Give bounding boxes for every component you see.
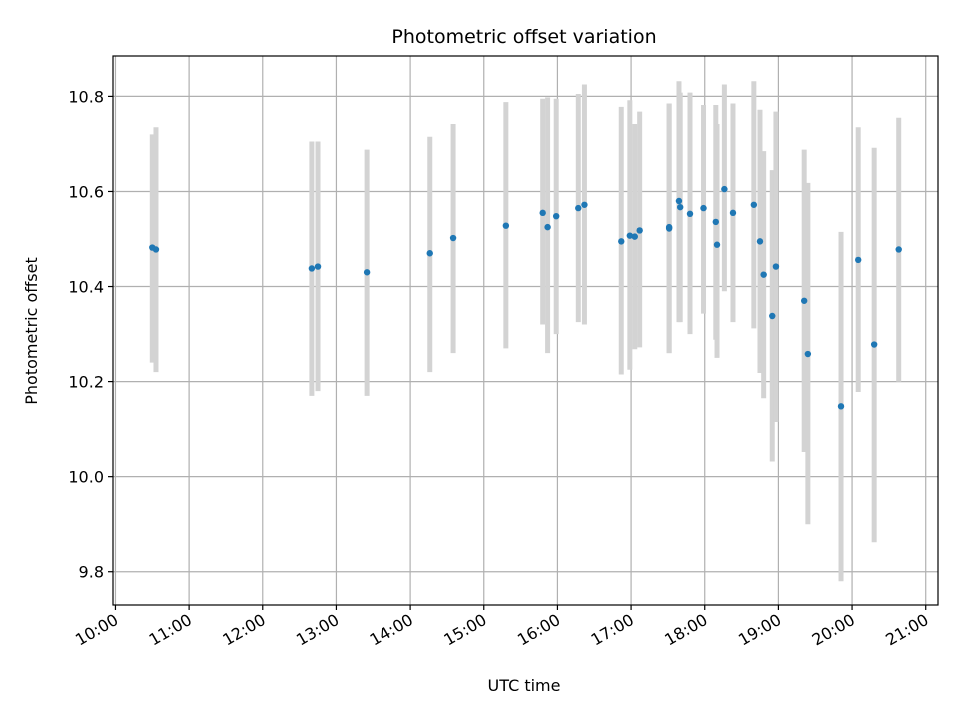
- data-point: [152, 246, 160, 253]
- data-point: [855, 256, 862, 264]
- data-point: [895, 246, 902, 253]
- data-point: [618, 238, 625, 245]
- data-point: [769, 312, 776, 320]
- data-point: [636, 227, 643, 234]
- data-point: [544, 223, 551, 231]
- data-points: [149, 185, 902, 410]
- data-point: [700, 204, 707, 212]
- data-point: [800, 297, 808, 304]
- data-point: [675, 197, 683, 205]
- data-point: [581, 201, 588, 208]
- data-point: [308, 265, 316, 272]
- data-point: [449, 234, 457, 242]
- y-tick-label: 10.4: [68, 278, 104, 297]
- y-tick-label: 10.0: [68, 468, 104, 487]
- data-point: [729, 209, 737, 217]
- data-point: [804, 350, 812, 358]
- data-point: [712, 218, 719, 226]
- data-point: [575, 204, 582, 212]
- data-point: [665, 223, 673, 231]
- data-point: [837, 403, 845, 410]
- data-point: [502, 222, 510, 229]
- data-point: [870, 341, 878, 348]
- x-axis-label: UTC time: [488, 676, 561, 695]
- data-point: [750, 201, 758, 208]
- chart-title: Photometric offset variation: [391, 26, 656, 48]
- data-point: [314, 263, 322, 270]
- y-tick-label: 10.2: [68, 373, 104, 392]
- y-tick-label: 9.8: [79, 563, 104, 582]
- y-tick-label: 10.8: [68, 87, 104, 106]
- data-point: [760, 271, 767, 278]
- data-point: [539, 209, 546, 217]
- data-point: [426, 250, 433, 257]
- data-point: [626, 232, 634, 239]
- data-point: [721, 185, 728, 193]
- data-point: [713, 241, 721, 248]
- data-point: [552, 212, 560, 220]
- data-point: [772, 263, 780, 270]
- axes-frame: [112, 55, 939, 606]
- y-tick-label: 10.6: [68, 182, 104, 201]
- data-point: [676, 203, 684, 211]
- data-point: [756, 238, 764, 245]
- data-point: [631, 233, 638, 240]
- data-point: [363, 269, 371, 276]
- data-point: [686, 210, 694, 218]
- y-axis-label: Photometric offset: [22, 257, 41, 405]
- y-axis-ticks: 9.8 10.0 10.2 10.4 10.6 10.8: [68, 87, 113, 582]
